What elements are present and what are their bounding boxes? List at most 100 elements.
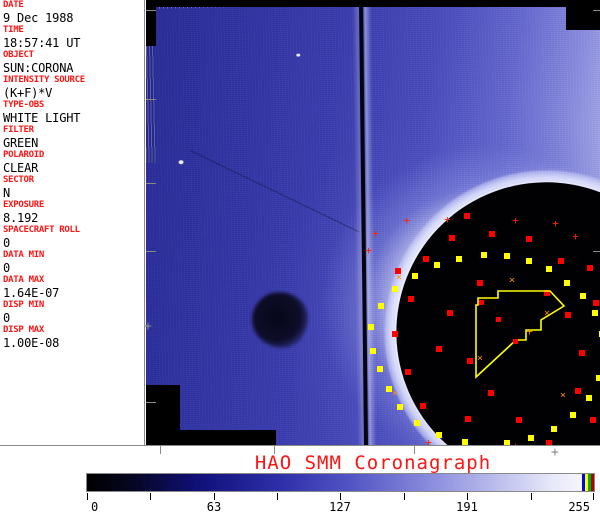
metadata-row: TIME 18:57:41 UT xyxy=(0,25,144,50)
colorbar-gradient xyxy=(86,473,595,492)
colorbar-endmark-red xyxy=(591,474,594,491)
panel-bottom-rule xyxy=(0,445,600,446)
marker-cross: × xyxy=(392,388,399,399)
marker-outer xyxy=(405,369,411,375)
colorbar-label-191: 191 xyxy=(456,500,478,514)
marker-outer xyxy=(420,403,426,409)
marker-outer xyxy=(488,390,494,396)
metadata-value-polaroid: CLEAR xyxy=(3,161,39,175)
marker-inner xyxy=(504,440,510,446)
axis-tick-right xyxy=(593,251,600,252)
marker-outer xyxy=(395,268,401,274)
metadata-panel: DATE 9 Dec 1988 TIME 18:57:41 UT OBJECT … xyxy=(0,0,145,446)
marker-outer xyxy=(516,417,522,423)
metadata-row: TYPE-OBS WHITE LIGHT xyxy=(0,100,144,125)
frame-mask-bottom xyxy=(146,430,276,446)
marker-inner xyxy=(592,310,598,316)
marker-outer xyxy=(464,213,470,219)
metadata-row: DISP MIN 0 xyxy=(0,300,144,325)
marker-outer xyxy=(467,358,473,364)
metadata-label-data-min: DATA MIN xyxy=(3,250,44,260)
marker-region-cross: × xyxy=(544,308,551,319)
marker-outer xyxy=(579,350,585,356)
colorbar-label-255: 255 xyxy=(568,500,590,514)
colorbar-label-0: 0 xyxy=(91,500,99,514)
metadata-label-object: OBJECT xyxy=(3,50,34,60)
marker-plus: + xyxy=(365,244,372,257)
marker-plus: + xyxy=(572,230,579,243)
frame-mask-top xyxy=(146,0,600,7)
marker-inner xyxy=(596,375,600,381)
metadata-label-time: TIME xyxy=(3,25,24,35)
colorbar-ticks xyxy=(86,493,595,500)
axis-tick-left xyxy=(146,183,156,184)
metadata-row: INTENSITY SOURCE (K+F)*V xyxy=(0,75,144,100)
metadata-value-type-obs: WHITE LIGHT xyxy=(3,111,81,125)
image-frame: + + + + + + + + + xyxy=(146,0,600,446)
metadata-row: OBJECT SUN:CORONA xyxy=(0,50,144,75)
marker-region xyxy=(496,317,501,322)
marker-outer xyxy=(546,440,552,446)
marker-inner xyxy=(551,426,557,432)
metadata-row: SPACECRAFT ROLL 0 xyxy=(0,225,144,250)
marker-outer xyxy=(392,331,398,337)
frame-mask-topleft xyxy=(146,0,156,46)
metadata-value-date: 9 Dec 1988 xyxy=(3,11,74,25)
metadata-value-filter: GREEN xyxy=(3,136,39,150)
axis-tick-left xyxy=(146,10,156,11)
marker-inner xyxy=(580,293,586,299)
marker-inner xyxy=(456,256,462,262)
axis-tick-bottom xyxy=(160,446,161,454)
marker-inner xyxy=(528,435,534,441)
colorbar-endmark-blue xyxy=(582,474,585,491)
marker-inner xyxy=(481,252,487,258)
colorbar-labels: 0 63 127 191 255 xyxy=(86,500,595,514)
marker-inner xyxy=(526,258,532,264)
metadata-label-filter: FILTER xyxy=(3,125,34,135)
marker-outer xyxy=(449,235,455,241)
marker-region-cross: × xyxy=(477,353,484,364)
marker-outer xyxy=(477,280,483,286)
metadata-row: EXPOSURE 8.192 xyxy=(0,200,144,225)
axis-crosshair-bottom: + xyxy=(551,445,559,460)
axis-crosshair-left: + xyxy=(144,319,152,334)
metadata-label-date: DATE xyxy=(3,0,24,10)
metadata-label-intensity-source: INTENSITY SOURCE xyxy=(3,75,85,85)
overlay-markers: + + + + + + + + + xyxy=(146,0,600,446)
marker-inner xyxy=(586,395,592,401)
metadata-label-spacecraft-roll: SPACECRAFT ROLL xyxy=(3,225,80,235)
marker-inner xyxy=(436,432,442,438)
axis-tick-bottom xyxy=(414,446,415,454)
metadata-label-exposure: EXPOSURE xyxy=(3,200,44,210)
metadata-row: FILTER GREEN xyxy=(0,125,144,150)
colorbar: 0 63 127 191 255 xyxy=(86,473,595,514)
metadata-value-exposure: 8.192 xyxy=(3,211,39,225)
marker-inner xyxy=(377,366,383,372)
marker-inner xyxy=(378,303,384,309)
marker-outer xyxy=(544,290,550,296)
marker-cross: × xyxy=(396,272,403,283)
colorbar-label-127: 127 xyxy=(329,500,351,514)
marker-plus: + xyxy=(425,436,432,446)
marker-cross: × xyxy=(560,390,567,401)
marker-inner xyxy=(564,280,570,286)
metadata-value-data-max: 1.64E-07 xyxy=(3,286,60,300)
marker-outer xyxy=(575,388,581,394)
marker-inner xyxy=(412,273,418,279)
metadata-label-disp-max: DISP MAX xyxy=(3,325,44,335)
region-outline-polygon xyxy=(475,290,566,379)
marker-outer xyxy=(408,296,414,302)
marker-region-center: + xyxy=(526,325,533,338)
marker-plus: + xyxy=(512,214,519,227)
marker-region xyxy=(513,339,518,344)
metadata-row: DATA MIN 0 xyxy=(0,250,144,275)
coronagraph-image: + + + + + + + + + xyxy=(146,0,600,446)
marker-inner xyxy=(386,386,392,392)
marker-plus: + xyxy=(444,213,451,226)
colorbar-label-63: 63 xyxy=(206,500,222,514)
metadata-value-time: 18:57:41 UT xyxy=(3,36,81,50)
metadata-value-disp-min: 0 xyxy=(3,311,11,325)
axis-tick-right xyxy=(593,10,600,11)
marker-outer xyxy=(593,300,599,306)
marker-inner xyxy=(370,348,376,354)
